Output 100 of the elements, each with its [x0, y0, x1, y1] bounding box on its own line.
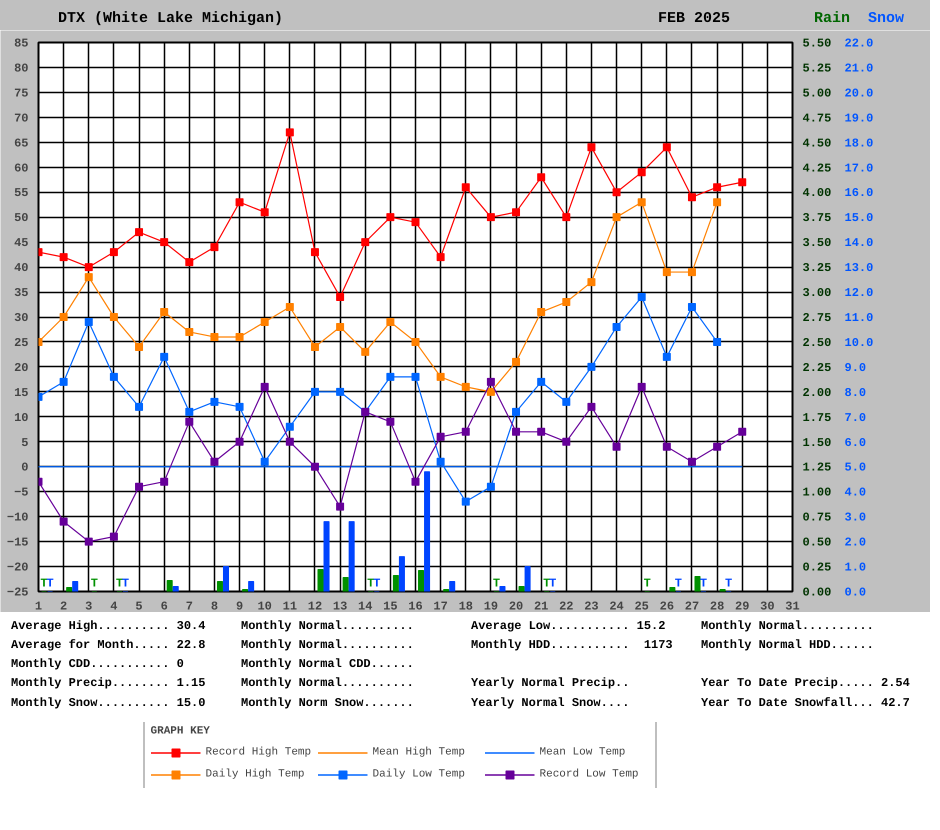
point — [662, 143, 671, 152]
point — [512, 208, 520, 216]
point — [185, 328, 194, 336]
point — [84, 318, 93, 326]
chart-subtitle: FEB 2025 — [658, 9, 730, 29]
point — [210, 398, 218, 406]
x-tick-label: 2 — [60, 600, 68, 614]
y-tick-label: −10 — [6, 510, 29, 525]
data-label: T — [40, 576, 48, 590]
y3-tick-label: 14.0 — [844, 236, 874, 250]
point — [688, 193, 696, 202]
point — [260, 318, 269, 326]
x-tick-label: 19 — [484, 600, 498, 614]
y-tick-label: 15 — [14, 386, 29, 400]
point — [185, 408, 194, 416]
point — [286, 303, 294, 312]
y3-tick-label: 16.0 — [844, 186, 874, 200]
point — [662, 268, 671, 276]
y3-tick-label: 20.0 — [844, 86, 874, 100]
x-tick-label: 29 — [735, 600, 750, 614]
point — [236, 438, 244, 446]
point — [512, 408, 520, 416]
point — [462, 498, 470, 506]
y2-tick-label: 0.00 — [802, 586, 832, 600]
point — [236, 332, 244, 341]
x-tick-label: 22 — [559, 600, 574, 614]
data-label: T — [644, 576, 651, 590]
bar — [669, 587, 676, 592]
text: Monthly Normal CDD...... — [241, 656, 415, 674]
point — [412, 338, 420, 346]
y3-tick-label: 4.0 — [844, 486, 866, 500]
point — [713, 198, 722, 206]
point — [662, 352, 671, 361]
text: Yearly Normal Snow.... — [471, 694, 630, 712]
point — [135, 402, 144, 411]
text: Year To Date Precip..... 2.54 — [701, 675, 911, 692]
y-tick-label: −5 — [14, 486, 29, 500]
text: Monthly Normal.......... — [701, 618, 875, 635]
point — [135, 482, 144, 491]
x-tick-label: 23 — [584, 600, 599, 614]
y2-tick-label: 0.50 — [802, 536, 832, 550]
point — [537, 308, 546, 316]
point — [462, 183, 470, 192]
y-tick-label: −20 — [6, 560, 29, 575]
point — [412, 478, 420, 486]
y2-tick-label: 2.25 — [802, 360, 832, 375]
data-label: T — [367, 576, 374, 590]
data-label: T — [549, 576, 556, 590]
point — [587, 362, 596, 371]
text: Monthly Precip........ 1.15 — [11, 675, 206, 692]
point — [638, 168, 646, 176]
x-tick-label: 6 — [160, 600, 168, 614]
chart-title: DTX (White Lake Michigan) — [58, 9, 284, 29]
point — [286, 128, 294, 136]
point — [436, 253, 445, 262]
x-tick-label: 26 — [660, 600, 674, 614]
point — [386, 318, 394, 326]
x-tick-label: 8 — [210, 600, 218, 614]
point — [612, 213, 621, 222]
y3-tick-label: 18.0 — [844, 136, 874, 150]
y3-tick-label: 2.0 — [844, 536, 866, 550]
text: Monthly Normal HDD...... — [701, 637, 875, 654]
point — [587, 402, 596, 411]
y-tick-label: 60 — [14, 161, 29, 176]
point — [436, 372, 445, 381]
y-tick-label: 40 — [14, 261, 29, 276]
point — [310, 342, 319, 351]
y2-tick-label: 3.50 — [802, 236, 832, 250]
point — [210, 332, 218, 341]
y-tick-label: 85 — [14, 36, 29, 50]
y-tick-label: 25 — [14, 336, 29, 350]
y-tick-label: 75 — [14, 86, 29, 100]
y-tick-label: 45 — [14, 236, 29, 250]
y-tick-label: 80 — [14, 61, 29, 76]
y2-tick-label: 4.50 — [802, 136, 832, 150]
x-tick-label: 9 — [236, 600, 244, 614]
x-tick-label: 25 — [634, 600, 649, 614]
point — [562, 298, 570, 306]
point — [310, 388, 319, 396]
point — [587, 143, 596, 152]
x-tick-label: 4 — [110, 600, 118, 614]
y-tick-label: 30 — [14, 311, 29, 325]
point — [110, 532, 118, 541]
bar — [342, 577, 349, 592]
y3-tick-label: 11.0 — [844, 311, 874, 325]
point — [688, 303, 696, 312]
data-label: T — [674, 576, 682, 590]
data-label: T — [90, 576, 98, 590]
point — [361, 348, 370, 356]
y3-tick-label: 17.0 — [844, 161, 874, 176]
y3-tick-label: 6.0 — [844, 436, 866, 450]
x-tick-label: 12 — [308, 600, 322, 614]
y3-tick-label: 8.0 — [844, 386, 866, 400]
point — [84, 263, 93, 272]
point — [436, 432, 445, 441]
point — [486, 482, 495, 491]
point — [336, 502, 344, 511]
y3-tick-label: 13.0 — [844, 261, 874, 276]
x-tick-label: 1 — [34, 600, 42, 614]
point — [713, 183, 722, 192]
